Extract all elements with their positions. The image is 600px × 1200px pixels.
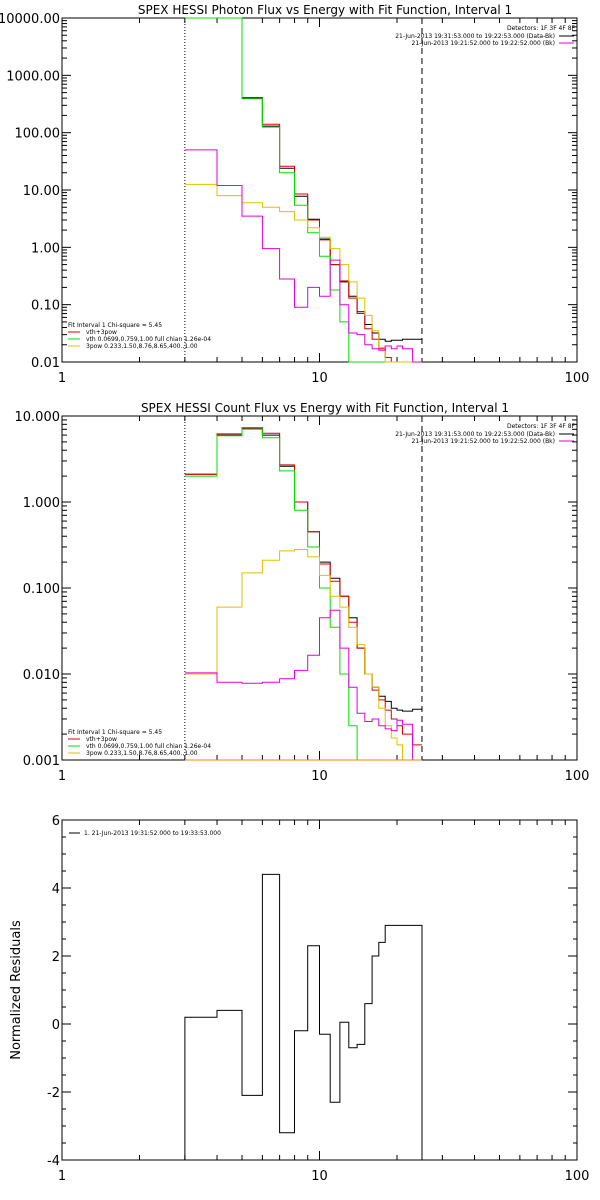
series-black-histogram [184,873,423,1160]
y-tick-label: 0.001 [23,754,60,769]
count-bk-interval-text: 21-Jun-2013 19:21:52.000 to 19:22:52.000… [412,438,555,445]
series-magenta-histogram [184,609,422,761]
series-magenta-histogram [184,149,422,363]
x-tick-label: 10 [311,371,328,386]
count-legend-chisq: Fit Interval 1 Chi-square = 5.45 [68,729,162,736]
count-flux-legend: Fit Interval 1 Chi-square = 5.45 vth+3po… [68,729,211,757]
photon-data-interval-text: 21-Jun-2013 19:31:53.000 to 19:22:53.000… [395,33,555,40]
series-red-histogram [184,427,422,746]
photon-flux-plot-frame [61,17,578,363]
x-tick-label: 10 [311,1169,328,1184]
count-detectors-text: Detectors: 1F 3F 4F 8F [507,423,576,430]
photon-legend-3pow: 3pow 0.233,1.50,8.76,8.65,400.,1.00 [86,343,198,350]
count-legend-3pow: 3pow 0.233,1.50,8.76,8.65,400.,1.00 [86,750,198,757]
y-tick-label: 0 [52,1018,60,1033]
series-black-histogram [184,17,422,342]
photon-flux-legend: Fit Interval 1 Chi-square = 5.45 vth+3po… [68,322,211,350]
count-legend-vth3pow: vth+3pow [86,736,117,743]
residuals-legend-text: 1. 21-Jun-2013 19:31:52.000 to 19:33:53.… [84,830,221,837]
y-tick-label: 0.010 [23,668,60,683]
photon-legend-vth3pow: vth+3pow [86,329,117,336]
y-tick-label: 0.100 [23,582,60,597]
y-tick-label: 0.01 [31,356,60,371]
photon-legend-vth: vth 0.0699,0.759,1.00 full chian 1.26e-0… [86,336,211,343]
count-flux-title: SPEX HESSI Count Flux vs Energy with Fit… [141,401,509,415]
x-tick-label: 100 [565,1169,590,1184]
y-tick-label: 1000.00 [6,69,60,84]
photon-legend-chisq: Fit Interval 1 Chi-square = 5.45 [68,322,162,329]
y-tick-label: 6 [52,814,60,829]
x-tick-label: 1 [58,769,66,784]
residuals-ylabel: Normalized Residuals [9,920,24,1060]
series-red-histogram [184,17,422,363]
y-tick-label: -2 [47,1086,60,1101]
y-tick-label: 100.00 [15,127,61,142]
count-flux-panel: SPEX HESSI Count Flux vs Energy with Fit… [15,401,590,784]
y-tick-label: 1.000 [23,496,60,511]
series-yellow-histogram [184,549,422,761]
count-data-interval-text: 21-Jun-2013 19:31:53.000 to 19:22:53.000… [395,431,555,438]
y-tick-label: 0.10 [31,299,60,314]
count-flux-info-block: Detectors: 1F 3F 4F 8F 21-Jun-2013 19:31… [395,423,575,445]
count-legend-vth: vth 0.0699,0.759,1.00 full chian 1.26e-0… [86,743,211,750]
x-tick-label: 1 [58,1169,66,1184]
residuals-plot-frame [61,819,578,1161]
y-tick-label: -4 [47,1154,60,1169]
series-yellow-histogram [184,183,422,363]
x-tick-label: 1 [58,371,66,386]
x-tick-label: 10 [311,769,328,784]
y-tick-label: 2 [52,950,60,965]
photon-flux-panel: SPEX HESSI Photon Flux vs Energy with Fi… [0,3,589,386]
residuals-panel: 1 10 100 -4 -2 0 2 4 6 Normalized Residuals 1. 2… [9,814,589,1184]
x-tick-label: 100 [565,769,590,784]
series-black-histogram [184,427,422,712]
photon-bk-interval-text: 21-Jun-2013 19:21:52.000 to 19:22:52.000… [412,40,555,47]
y-tick-label: 4 [52,882,60,897]
y-tick-label: 1.00 [31,241,60,256]
y-tick-label: 10000.00 [0,12,60,27]
photon-flux-title: SPEX HESSI Photon Flux vs Energy with Fi… [138,3,512,17]
series-green-histogram [184,17,422,363]
y-tick-label: 10.000 [15,410,61,425]
x-tick-label: 100 [565,371,590,386]
photon-flux-info-block: Detectors: 1F 3F 4F 8F 21-Jun-2013 19:31… [395,25,575,47]
y-tick-label: 10.00 [23,184,60,199]
photon-detectors-text: Detectors: 1F 3F 4F 8F [507,25,576,32]
residuals-legend: 1. 21-Jun-2013 19:31:52.000 to 19:33:53.… [69,830,221,837]
